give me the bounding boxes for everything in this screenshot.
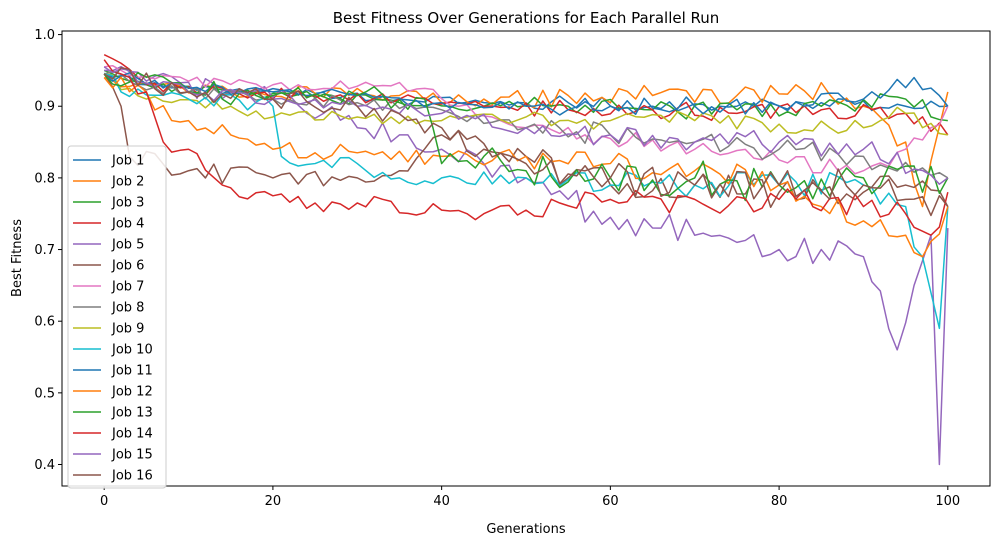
y-tick-label: 0.8: [34, 171, 55, 186]
y-tick-label: 0.9: [34, 100, 55, 115]
x-axis: 0 20 40 60 80 100: [100, 486, 960, 509]
series-line-4: [103, 53, 949, 136]
series-line-10: [104, 73, 949, 330]
legend-label-6: Job 6: [111, 259, 144, 274]
x-tick-label: 60: [602, 494, 619, 509]
y-tick-label: 0.5: [34, 386, 55, 401]
y-tick-label: 0.6: [34, 315, 55, 330]
legend-label-5: Job 5: [111, 238, 144, 253]
legend-box: [67, 145, 167, 489]
series-line-9: [104, 73, 948, 136]
series-line-16: [103, 67, 949, 217]
legend-label-14: Job 14: [111, 427, 153, 442]
x-tick-label: 100: [935, 494, 960, 509]
chart-title: Best Fitness Over Generations for Each P…: [333, 9, 720, 27]
series-line-5: [104, 65, 949, 466]
legend-label-15: Job 15: [111, 448, 153, 463]
legend-label-11: Job 11: [111, 364, 153, 379]
legend-label-2: Job 2: [111, 175, 144, 190]
y-axis: 0.4 0.5 0.6 0.7 0.8 0.9 1.0: [34, 28, 62, 473]
series-line-8: [103, 70, 949, 179]
legend-label-3: Job 3: [111, 196, 144, 211]
legend-label-9: Job 9: [111, 322, 144, 337]
x-tick-label: 40: [433, 494, 450, 509]
series-line-11: [103, 72, 949, 116]
legend-label-10: Job 10: [111, 343, 153, 358]
legend-label-16: Job 16: [111, 469, 153, 484]
series-line-15: [103, 66, 949, 185]
series-layer: [103, 53, 949, 466]
y-tick-label: 0.7: [34, 243, 55, 258]
x-tick-label: 20: [265, 494, 282, 509]
legend-label-8: Job 8: [111, 301, 144, 316]
legend-label-4: Job 4: [111, 217, 144, 232]
plot-frame: [61, 30, 991, 487]
legend-label-13: Job 13: [111, 406, 153, 421]
legend-label-12: Job 12: [111, 385, 153, 400]
series-line-14: [103, 59, 949, 236]
legend-label-1: Job 1: [111, 154, 144, 169]
legend-label-7: Job 7: [111, 280, 144, 295]
y-tick-label: 0.4: [34, 458, 55, 473]
series-line-12: [103, 76, 949, 258]
y-tick-label: 1.0: [34, 28, 55, 43]
x-axis-title: Generations: [486, 522, 566, 537]
x-tick-label: 0: [100, 494, 108, 509]
legend: Job 1 Job 2 Job 3 Job 4 Job 5 Job 6 Job 7 Job 8…: [67, 145, 167, 489]
x-tick-label: 80: [771, 494, 788, 509]
y-axis-title: Best Fitness: [10, 219, 25, 297]
